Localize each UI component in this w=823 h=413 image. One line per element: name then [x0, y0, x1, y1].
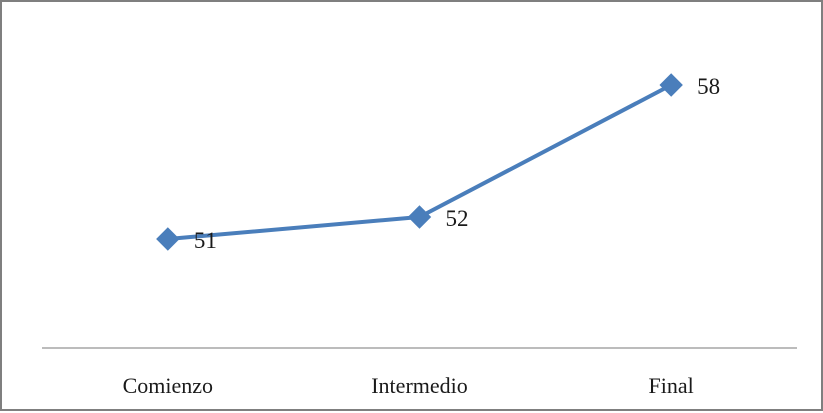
x-tick-label: Comienzo: [123, 373, 213, 398]
x-tick-label: Final: [649, 373, 694, 398]
data-label: 58: [697, 74, 720, 99]
data-point-marker: [156, 227, 180, 251]
axis-layer: Comienzo Intermedio Final: [42, 347, 797, 398]
data-point-marker: [407, 205, 432, 229]
data-point-marker: [659, 73, 683, 97]
x-tick-label: Intermedio: [371, 373, 468, 398]
data-label: 52: [446, 206, 469, 231]
label-layer: 51 52 58: [194, 74, 720, 253]
marker-layer: [156, 73, 683, 251]
data-label: 51: [194, 228, 217, 253]
